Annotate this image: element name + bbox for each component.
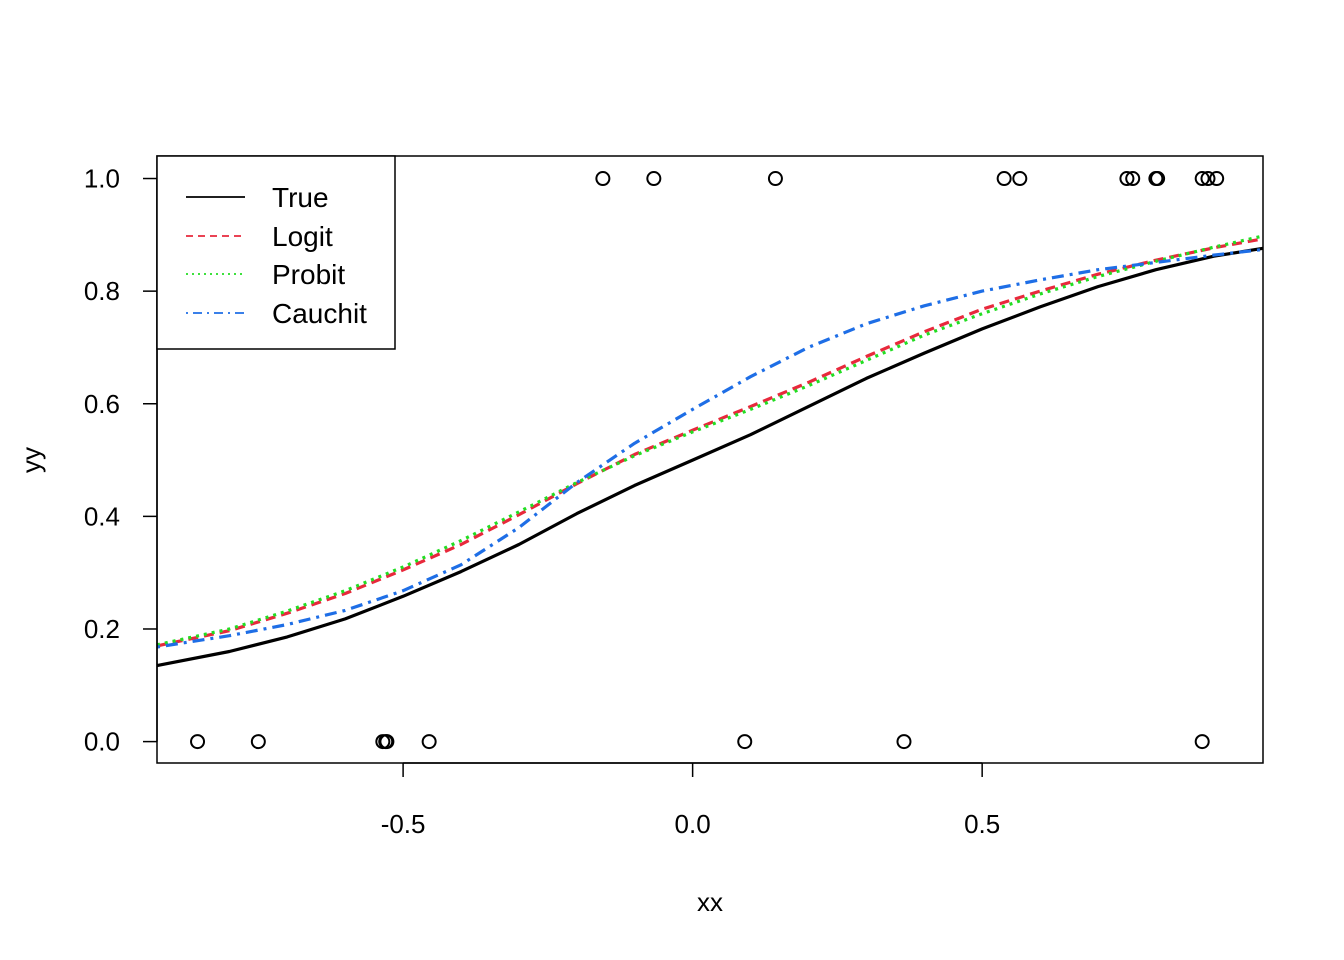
x-tick-label: 0.0: [675, 809, 711, 839]
data-point: [1150, 171, 1166, 187]
data-point: [896, 734, 912, 750]
y-axis: 0.0 0.2 0.4 0.6 0.8 1.0: [84, 164, 158, 757]
data-point: [595, 171, 611, 187]
series-line-logit: [156, 237, 1264, 648]
y-tick-label: 0.6: [84, 389, 120, 419]
data-point: [250, 734, 266, 750]
x-axis: -0.5 0.0 0.5: [381, 762, 1000, 839]
data-point: [1200, 171, 1216, 187]
data-point: [737, 734, 753, 750]
data-point: [996, 171, 1012, 187]
y-tick-label: 1.0: [84, 164, 120, 194]
series-line-true: [156, 246, 1264, 668]
legend: True Logit Probit Cauchit: [156, 155, 396, 350]
data-point: [379, 734, 395, 750]
data-point: [421, 734, 437, 750]
x-tick-label: -0.5: [381, 809, 426, 839]
y-tick-label: 0.0: [84, 727, 120, 757]
data-points: [190, 171, 1225, 750]
x-axis-title: xx: [697, 887, 723, 917]
data-point: [1194, 171, 1210, 187]
data-point: [1119, 171, 1135, 187]
y-tick-label: 0.4: [84, 501, 120, 531]
data-point: [767, 171, 783, 187]
legend-label-cauchit: Cauchit: [272, 298, 367, 329]
y-tick-label: 0.2: [84, 614, 120, 644]
data-point: [646, 171, 662, 187]
y-axis-title: yy: [16, 447, 46, 473]
legend-label-true: True: [272, 182, 329, 213]
series-line-probit: [156, 234, 1264, 647]
y-tick-label: 0.8: [84, 276, 120, 306]
data-point: [1125, 171, 1141, 187]
legend-box: [156, 155, 396, 350]
data-point: [1012, 171, 1028, 187]
curves: [156, 234, 1264, 668]
x-tick-label: 0.5: [964, 809, 1000, 839]
legend-label-probit: Probit: [272, 259, 345, 290]
data-point: [190, 734, 206, 750]
legend-label-logit: Logit: [272, 221, 333, 252]
series-line-cauchit: [156, 247, 1264, 649]
data-point: [1209, 171, 1225, 187]
data-point: [1194, 734, 1210, 750]
